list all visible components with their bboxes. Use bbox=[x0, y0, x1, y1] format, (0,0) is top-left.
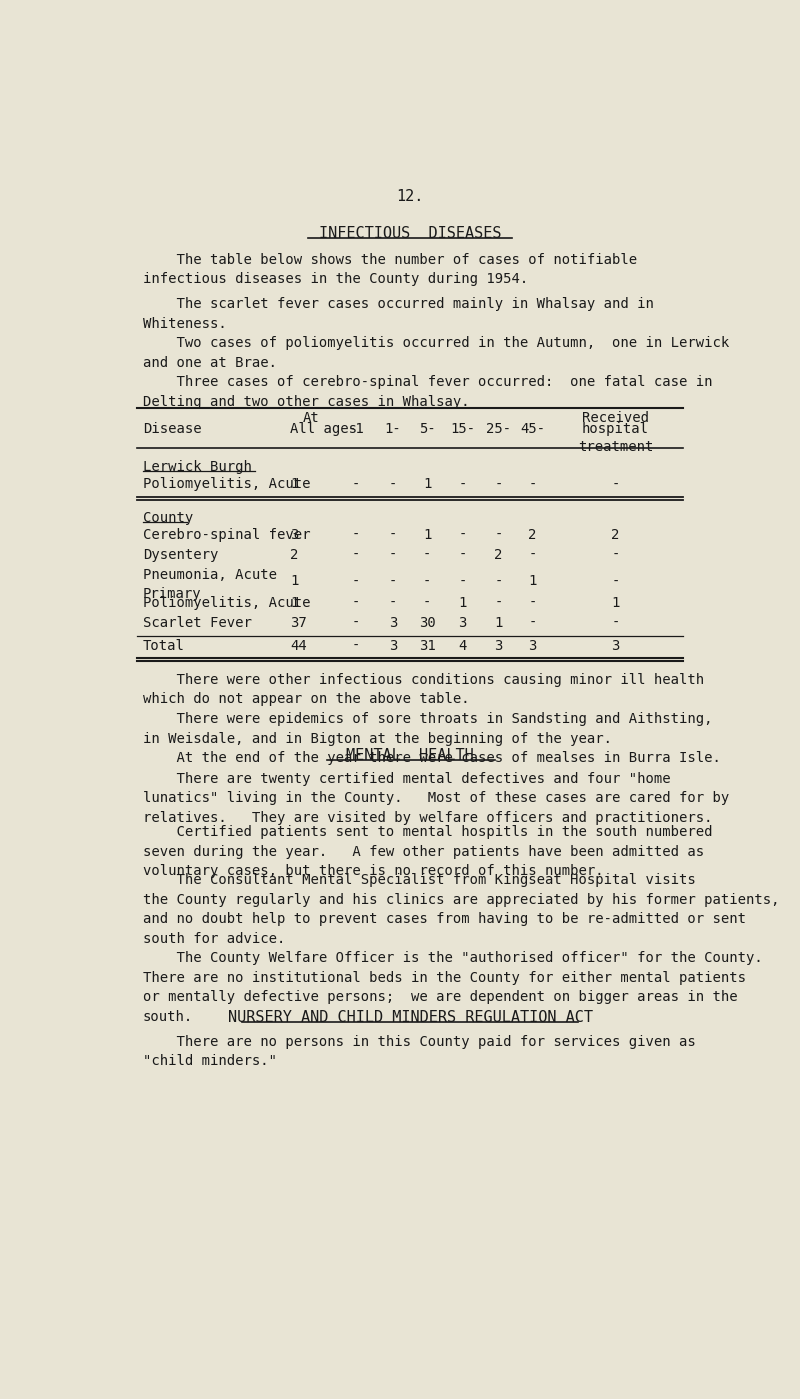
Text: Certified patients sent to mental hospitls in the south numbered
seven during th: Certified patients sent to mental hospit… bbox=[142, 825, 712, 879]
Text: -: - bbox=[458, 548, 467, 562]
Text: 45-: 45- bbox=[520, 422, 545, 436]
Text: Pneumonia, Acute
Primary: Pneumonia, Acute Primary bbox=[142, 568, 277, 600]
Text: NURSERY AND CHILD MINDERS REGULATION ACT: NURSERY AND CHILD MINDERS REGULATION ACT bbox=[227, 1010, 593, 1025]
Text: hospital
treatment: hospital treatment bbox=[578, 422, 653, 455]
Text: 3: 3 bbox=[389, 616, 397, 630]
Text: Poliomyelitis, Acute: Poliomyelitis, Acute bbox=[142, 596, 310, 610]
Text: -: - bbox=[389, 596, 397, 610]
Text: -: - bbox=[458, 477, 467, 491]
Text: 2: 2 bbox=[494, 548, 502, 562]
Text: 3: 3 bbox=[458, 616, 467, 630]
Text: -: - bbox=[611, 616, 619, 630]
Text: INFECTIOUS  DISEASES: INFECTIOUS DISEASES bbox=[318, 225, 502, 241]
Text: -: - bbox=[351, 616, 360, 630]
Text: All ages: All ages bbox=[290, 422, 357, 436]
Text: -: - bbox=[528, 596, 537, 610]
Text: -: - bbox=[528, 548, 537, 562]
Text: -: - bbox=[423, 548, 431, 562]
Text: 1: 1 bbox=[423, 529, 431, 543]
Text: 1: 1 bbox=[458, 596, 467, 610]
Text: -: - bbox=[423, 596, 431, 610]
Text: -: - bbox=[611, 548, 619, 562]
Text: 3: 3 bbox=[290, 529, 298, 543]
Text: Cerebro-spinal fever: Cerebro-spinal fever bbox=[142, 529, 310, 543]
Text: -: - bbox=[528, 616, 537, 630]
Text: 30: 30 bbox=[418, 616, 435, 630]
Text: 1-: 1- bbox=[385, 422, 402, 436]
Text: 4: 4 bbox=[458, 639, 467, 653]
Text: -: - bbox=[389, 529, 397, 543]
Text: -: - bbox=[494, 477, 502, 491]
Text: 44: 44 bbox=[290, 639, 306, 653]
Text: There are no persons in this County paid for services given as
"child minders.": There are no persons in this County paid… bbox=[142, 1035, 695, 1069]
Text: County: County bbox=[142, 511, 193, 525]
Text: -: - bbox=[351, 639, 360, 653]
Text: Scarlet Fever: Scarlet Fever bbox=[142, 616, 251, 630]
Text: 1: 1 bbox=[611, 596, 619, 610]
Text: Poliomyelitis, Acute: Poliomyelitis, Acute bbox=[142, 477, 310, 491]
Text: Lerwick Burgh: Lerwick Burgh bbox=[142, 460, 251, 474]
Text: Disease: Disease bbox=[142, 422, 202, 436]
Text: 2: 2 bbox=[611, 529, 619, 543]
Text: 3: 3 bbox=[494, 639, 502, 653]
Text: Total: Total bbox=[142, 639, 185, 653]
Text: At: At bbox=[302, 411, 319, 425]
Text: -: - bbox=[351, 596, 360, 610]
Text: -: - bbox=[494, 596, 502, 610]
Text: 1: 1 bbox=[290, 596, 298, 610]
Text: -: - bbox=[389, 575, 397, 589]
Text: 1: 1 bbox=[528, 575, 537, 589]
Text: 31: 31 bbox=[418, 639, 435, 653]
Text: -: - bbox=[458, 529, 467, 543]
Text: -: - bbox=[528, 477, 537, 491]
Text: The scarlet fever cases occurred mainly in Whalsay and in
Whiteness.
    Two cas: The scarlet fever cases occurred mainly … bbox=[142, 297, 729, 409]
Text: 1: 1 bbox=[494, 616, 502, 630]
Text: -: - bbox=[389, 548, 397, 562]
Text: There were other infectious conditions causing minor ill health
which do not app: There were other infectious conditions c… bbox=[142, 673, 721, 765]
Text: 25-: 25- bbox=[486, 422, 511, 436]
Text: -: - bbox=[351, 548, 360, 562]
Text: 3: 3 bbox=[611, 639, 619, 653]
Text: -: - bbox=[351, 529, 360, 543]
Text: 1: 1 bbox=[423, 477, 431, 491]
Text: -: - bbox=[423, 575, 431, 589]
Text: -: - bbox=[389, 477, 397, 491]
Text: 1: 1 bbox=[290, 477, 298, 491]
Text: MENTAL  HEALTH: MENTAL HEALTH bbox=[346, 748, 474, 764]
Text: -: - bbox=[351, 575, 360, 589]
Text: Dysentery: Dysentery bbox=[142, 548, 218, 562]
Text: -: - bbox=[494, 575, 502, 589]
Text: 1: 1 bbox=[290, 575, 298, 589]
Text: Received: Received bbox=[582, 411, 649, 425]
Text: The Consultant Mental Specialist from Kingseat Hospital visits
the County regula: The Consultant Mental Specialist from Ki… bbox=[142, 873, 779, 1024]
Text: 2: 2 bbox=[290, 548, 298, 562]
Text: 15-: 15- bbox=[450, 422, 475, 436]
Text: 2: 2 bbox=[528, 529, 537, 543]
Text: -: - bbox=[611, 575, 619, 589]
Text: 3: 3 bbox=[528, 639, 537, 653]
Text: There are twenty certified mental defectives and four "home
lunatics" living in : There are twenty certified mental defect… bbox=[142, 772, 729, 824]
Text: 3: 3 bbox=[389, 639, 397, 653]
Text: -: - bbox=[611, 477, 619, 491]
Text: The table below shows the number of cases of notifiable
infectious diseases in t: The table below shows the number of case… bbox=[142, 253, 637, 285]
Text: 37: 37 bbox=[290, 616, 306, 630]
Text: 12.: 12. bbox=[396, 189, 424, 204]
Text: 5-: 5- bbox=[418, 422, 435, 436]
Text: -: - bbox=[494, 529, 502, 543]
Text: -1: -1 bbox=[347, 422, 364, 436]
Text: -: - bbox=[458, 575, 467, 589]
Text: -: - bbox=[351, 477, 360, 491]
